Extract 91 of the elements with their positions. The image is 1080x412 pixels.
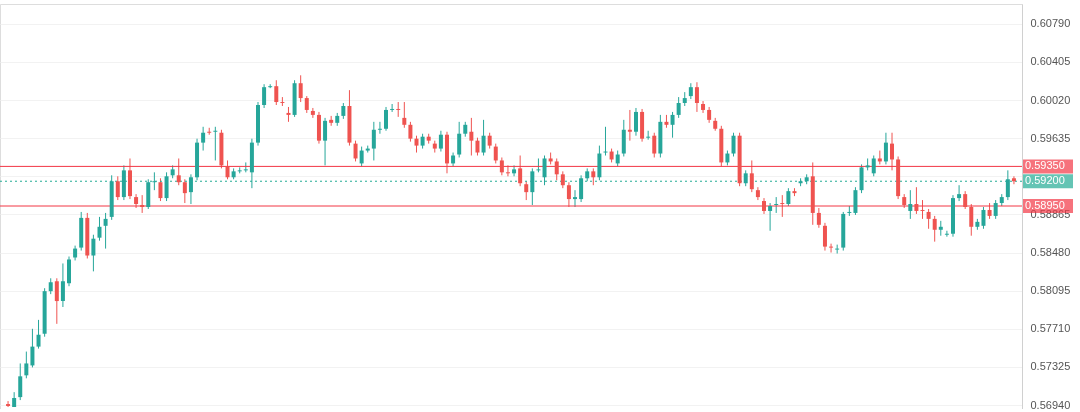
candlestick: [310, 107, 315, 119]
candlestick: [694, 81, 699, 113]
candlestick: [621, 119, 626, 157]
candlestick: [36, 319, 41, 350]
candlestick: [944, 230, 949, 238]
candlestick: [652, 132, 657, 158]
candlestick: [213, 126, 218, 161]
y-tick-label: 0.58095: [1030, 284, 1071, 297]
candlestick: [1011, 175, 1016, 185]
candlestick: [438, 130, 443, 153]
candlestick: [926, 208, 931, 230]
candlestick: [932, 215, 937, 243]
candlestick: [67, 256, 72, 287]
candlestick: [701, 100, 706, 114]
candlestick: [914, 186, 919, 215]
candlestick: [627, 109, 632, 142]
candlestick: [371, 121, 376, 161]
candlestick: [188, 173, 193, 205]
candlestick: [512, 164, 517, 177]
candlestick: [97, 216, 102, 242]
candlestick: [6, 400, 11, 408]
ref-line-label: 0.59200: [1025, 174, 1065, 187]
candlestick: [493, 143, 498, 164]
candlestick: [225, 159, 230, 180]
candlestick: [566, 181, 571, 208]
candlestick: [201, 126, 206, 152]
candlestick: [573, 189, 578, 208]
candlestick: [353, 140, 358, 162]
candlestick: [18, 362, 23, 401]
candlestick: [262, 83, 267, 109]
candlestick: [676, 96, 681, 119]
candlestick: [359, 146, 364, 167]
candlestick: [670, 111, 675, 139]
candlestick: [323, 117, 328, 166]
y-tick-label: 0.57325: [1030, 360, 1071, 373]
candlestick: [603, 126, 608, 156]
y-tick-label: 0.60790: [1030, 17, 1071, 30]
candlestick: [749, 159, 754, 193]
candlestick: [780, 194, 785, 218]
ref-line-label: 0.58950: [1025, 199, 1065, 211]
candlestick: [883, 132, 888, 165]
y-tick-label: 0.60020: [1030, 93, 1071, 106]
candlestick: [481, 119, 486, 156]
candlestick: [816, 207, 821, 229]
candlestick: [158, 177, 163, 202]
candlestick: [890, 132, 895, 171]
candlestick: [396, 101, 401, 118]
candlestick: [518, 155, 523, 187]
candlestick: [469, 117, 474, 156]
candlestick: [274, 79, 279, 106]
candlestick: [408, 121, 413, 143]
candlestick: [908, 189, 913, 220]
candlestick: [829, 243, 834, 254]
candlestick: [981, 206, 986, 230]
candlestick: [24, 351, 29, 379]
candlestick: [91, 234, 96, 272]
candlestick: [920, 199, 925, 220]
candlestick: [633, 107, 638, 137]
candlestick: [298, 74, 303, 103]
candlestick: [822, 222, 827, 252]
candlestick: [390, 103, 395, 113]
candlestick: [554, 157, 559, 181]
candlestick: [524, 180, 529, 201]
candlestick: [731, 132, 736, 157]
candlestick: [871, 155, 876, 177]
candlestick: [30, 328, 35, 368]
candlestick: [969, 203, 974, 237]
candlestick: [384, 106, 389, 132]
candlestick: [597, 145, 602, 181]
y-tick-label: 0.60405: [1030, 55, 1071, 68]
candlestick: [402, 101, 407, 129]
candlestick: [115, 175, 120, 201]
candlestick: [176, 157, 181, 186]
candlestick: [755, 186, 760, 201]
candlestick: [579, 174, 584, 203]
y-tick-label: 0.57710: [1030, 322, 1071, 335]
candlestick: [768, 202, 773, 232]
candlestick: [457, 121, 462, 158]
candlestick: [957, 184, 962, 202]
y-tick-label: 0.56940: [1030, 398, 1071, 411]
candlestick: [505, 164, 510, 177]
candlestick: [103, 212, 108, 250]
candlestick: [54, 277, 59, 325]
candlestick: [182, 178, 187, 204]
candlestick: [853, 186, 858, 216]
candlestick: [993, 199, 998, 220]
ref-line-label: 0.59350: [1025, 159, 1065, 172]
candlestick: [60, 262, 65, 308]
candlestick: [377, 121, 382, 135]
y-tick-label: 0.58480: [1030, 246, 1071, 259]
y-tick-label: 0.59635: [1030, 131, 1071, 144]
